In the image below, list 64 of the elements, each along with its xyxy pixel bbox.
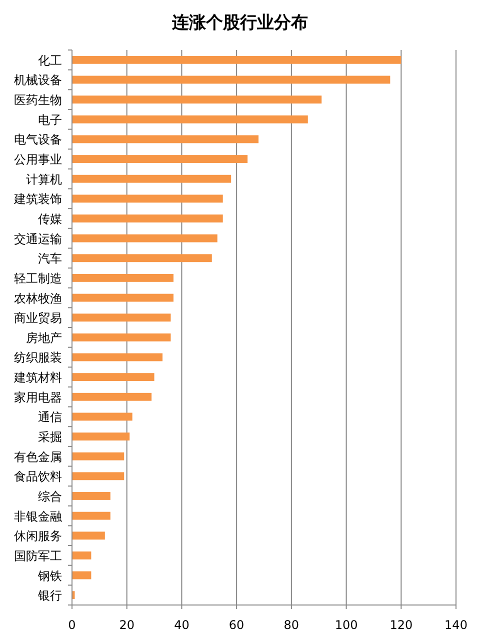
y-tick-label: 交通运输 — [14, 232, 62, 246]
y-tick-label: 建筑材料 — [13, 370, 62, 385]
bar — [72, 294, 174, 302]
y-tick-label: 传媒 — [38, 212, 62, 226]
bar — [72, 115, 308, 124]
bar — [72, 96, 322, 104]
y-tick-label: 食品饮料 — [14, 470, 62, 484]
bar — [72, 412, 132, 421]
chart-title: 连涨个股行业分布 — [171, 13, 308, 33]
y-tick-label: 商业贸易 — [14, 311, 62, 326]
bar — [72, 135, 259, 144]
y-tick-label: 电气设备 — [14, 132, 62, 147]
y-tick-label: 银行 — [37, 588, 62, 603]
y-tick-label: 医药生物 — [14, 93, 62, 108]
y-tick-label: 计算机 — [26, 172, 62, 186]
y-tick-label: 纺织服装 — [14, 350, 62, 365]
y-tick-label: 家用电器 — [14, 390, 62, 404]
y-tick-label: 非银金融 — [14, 509, 62, 524]
y-tick-label: 综合 — [38, 489, 62, 504]
y-tick-label: 轻工制造 — [14, 271, 62, 286]
y-tick-label: 休闲服务 — [14, 529, 62, 544]
bar — [72, 373, 154, 382]
bar — [72, 174, 232, 183]
y-tick-label: 采掘 — [38, 430, 62, 444]
y-tick-label: 国防军工 — [14, 548, 62, 563]
y-tick-label: 有色金属 — [14, 450, 62, 464]
bar — [72, 452, 124, 460]
y-tick-label: 房地产 — [26, 330, 62, 345]
x-tick-label: 80 — [284, 618, 300, 632]
bar — [72, 353, 163, 362]
bar — [72, 551, 92, 560]
y-tick-label: 电子 — [38, 112, 62, 127]
bar — [72, 274, 174, 282]
x-tick-label: 120 — [390, 618, 413, 632]
bar — [72, 492, 110, 500]
x-tick-label: 40 — [174, 618, 190, 632]
x-tick-label: 0 — [68, 618, 76, 632]
y-tick-label: 公用事业 — [14, 152, 62, 167]
bar — [72, 532, 105, 540]
bar — [72, 254, 212, 262]
y-tick-label: 通信 — [38, 410, 62, 424]
x-tick-label: 100 — [334, 618, 358, 632]
y-tick-label: 机械设备 — [14, 73, 62, 88]
bar — [72, 76, 390, 84]
bar — [72, 392, 152, 401]
bar — [72, 56, 402, 64]
x-tick-label: 60 — [228, 618, 244, 632]
x-tick-label: 20 — [119, 618, 134, 632]
y-tick-label: 汽车 — [38, 252, 62, 266]
bar — [72, 571, 92, 580]
bar — [72, 234, 218, 242]
bar — [72, 155, 248, 163]
x-tick-label: 140 — [444, 618, 468, 632]
bar — [72, 512, 110, 520]
y-tick-label: 建筑装饰 — [13, 192, 62, 206]
y-tick-label: 化工 — [38, 53, 62, 68]
bar — [72, 472, 124, 480]
bar — [72, 333, 171, 342]
y-tick-label: 农林牧渔 — [14, 291, 62, 306]
bar — [72, 214, 223, 222]
bar — [72, 432, 130, 440]
bar — [72, 314, 171, 322]
y-tick-label: 钢铁 — [37, 568, 62, 583]
bar — [72, 194, 223, 203]
